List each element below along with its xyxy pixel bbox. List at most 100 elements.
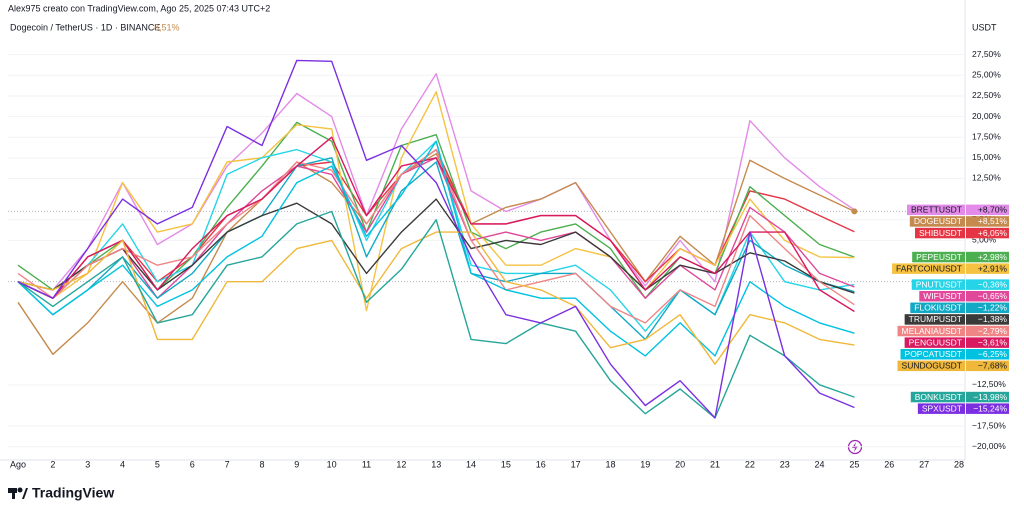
series-line [17, 231, 855, 365]
x-tick-label: 10 [327, 459, 337, 469]
x-tick-label: 14 [466, 459, 476, 469]
attribution: Alex975 creato con TradingView.com, Ago … [8, 3, 270, 13]
series-line [17, 210, 855, 419]
badge-name-box [917, 403, 965, 414]
x-tick-label: 15 [501, 459, 511, 469]
chart-title: Dogecoin / TetherUS · 1D · BINANCE [10, 22, 160, 32]
legend-value: −0,65% [978, 291, 1008, 301]
legend-name: BRETTUSDT [911, 205, 962, 215]
badge-value-box [966, 279, 1009, 290]
legend-value: +2,98% [978, 252, 1008, 262]
y-tick-label: −20,00% [972, 441, 1006, 451]
badge-value-box [966, 337, 1009, 348]
legend-value: −1,22% [978, 303, 1008, 313]
legend-value: +8,70% [978, 205, 1008, 215]
x-tick-label: 4 [120, 459, 125, 469]
legend-badge: +2,98% PEPEUSDT [912, 251, 1009, 263]
badge-name-box [915, 227, 965, 239]
badge-name-box [904, 314, 965, 325]
badge-value-box [966, 290, 1009, 302]
legend-name: MELANIAUSDT [902, 326, 962, 336]
badge-value-box [966, 348, 1009, 360]
x-tick-label: 27 [919, 459, 929, 469]
x-tick-label: 23 [780, 459, 790, 469]
title-change: 8,51% [154, 22, 180, 32]
series-line [17, 157, 855, 341]
x-tick-label: 11 [362, 459, 371, 469]
legend-value: +6,05% [978, 228, 1008, 238]
x-tick-label: 19 [640, 459, 650, 469]
x-tick-label: 21 [710, 459, 720, 469]
legend-name: PNUTUSDT [916, 279, 962, 289]
legend-value: −1,38% [978, 314, 1008, 324]
y-tick-label: 25,00% [972, 70, 1001, 80]
x-tick-label: Ago [10, 459, 26, 469]
legend-badge: −6,25% POPCATUSDT [900, 348, 1009, 360]
legend-value: −3,61% [978, 337, 1008, 347]
x-tick-label: 6 [190, 459, 195, 469]
legend-name: TRUMPUSDT [909, 314, 962, 324]
badge-name-box [919, 290, 965, 302]
x-tick-label: 26 [884, 459, 894, 469]
series-line [17, 136, 855, 313]
x-tick-label: 16 [536, 459, 546, 469]
x-tick-label: 20 [675, 459, 685, 469]
y-tick-label: 22,50% [972, 90, 1001, 100]
legend-name: POPCATUSDT [905, 349, 962, 359]
logo-icon [8, 487, 28, 499]
badge-value-box [966, 263, 1009, 274]
badge-name-box [911, 279, 965, 290]
x-tick-label: 24 [815, 459, 825, 469]
legend-badge: +8,70% BRETTUSDT [907, 204, 1009, 216]
legend-name: SPXUSDT [922, 403, 962, 413]
legend-badge: −13,98% BONKUSDT [910, 391, 1009, 403]
legend-badge: −3,61% PENGUUSDT [904, 337, 1009, 348]
badge-value-box [966, 302, 1009, 314]
legend-name: SHIBUSDT [919, 228, 962, 238]
x-tick-label: 12 [396, 459, 406, 469]
y-tick-label: 12,50% [972, 173, 1001, 183]
legend-name: PEPEUSDT [916, 252, 962, 262]
series-line [17, 59, 855, 419]
legend-value: −15,24% [973, 403, 1007, 413]
x-tick-label: 2 [50, 459, 55, 469]
legend-badge: −0,36% PNUTUSDT [911, 279, 1009, 290]
badge-name-box [907, 204, 965, 216]
y-tick-label: 17,50% [972, 131, 1001, 141]
legend-name: WIFUSDT [923, 291, 962, 301]
badge-name-box [912, 251, 965, 263]
badge-value-box [966, 403, 1009, 414]
badge-value-box [966, 251, 1009, 263]
legend-value: −6,25% [978, 349, 1008, 359]
x-tick-label: 18 [605, 459, 615, 469]
y-tick-label: 20,00% [972, 111, 1001, 121]
grid [0, 0, 966, 461]
series-line [17, 140, 855, 357]
legend-badge: −2,79% MELANIAUSDT [897, 325, 1009, 337]
y-tick-label: 5,00% [972, 235, 997, 245]
x-tick-label: 17 [571, 459, 581, 469]
legend-value: −0,36% [978, 279, 1008, 289]
legend-badge: +6,05% SHIBUSDT [915, 227, 1009, 239]
series-line [17, 148, 855, 324]
legend-name: DOGEUSDT [914, 216, 962, 226]
x-tick-label: 3 [85, 459, 90, 469]
badge-name-box [897, 360, 965, 372]
badge-value-box [966, 360, 1009, 372]
x-tick-label: 5 [155, 459, 160, 469]
badge-value-box [966, 204, 1009, 216]
series-line [17, 91, 855, 312]
price-dot [851, 208, 858, 215]
x-tick-label: 9 [294, 459, 299, 469]
badge-value-box [966, 227, 1009, 239]
legend-value: −2,79% [978, 326, 1008, 336]
y-tick-label: 15,00% [972, 152, 1001, 162]
y-axis-label: USDT [972, 22, 997, 32]
x-tick-label: 13 [431, 459, 441, 469]
legend-name: SUNDOGUSDT [902, 361, 962, 371]
legend-badge: +2,91% FARTCOINUSDT [892, 263, 1009, 274]
badge-value-box [966, 216, 1009, 227]
legend-badge: −0,65% WIFUSDT [919, 290, 1009, 302]
legend-name: FARTCOINUSDT [896, 263, 962, 273]
